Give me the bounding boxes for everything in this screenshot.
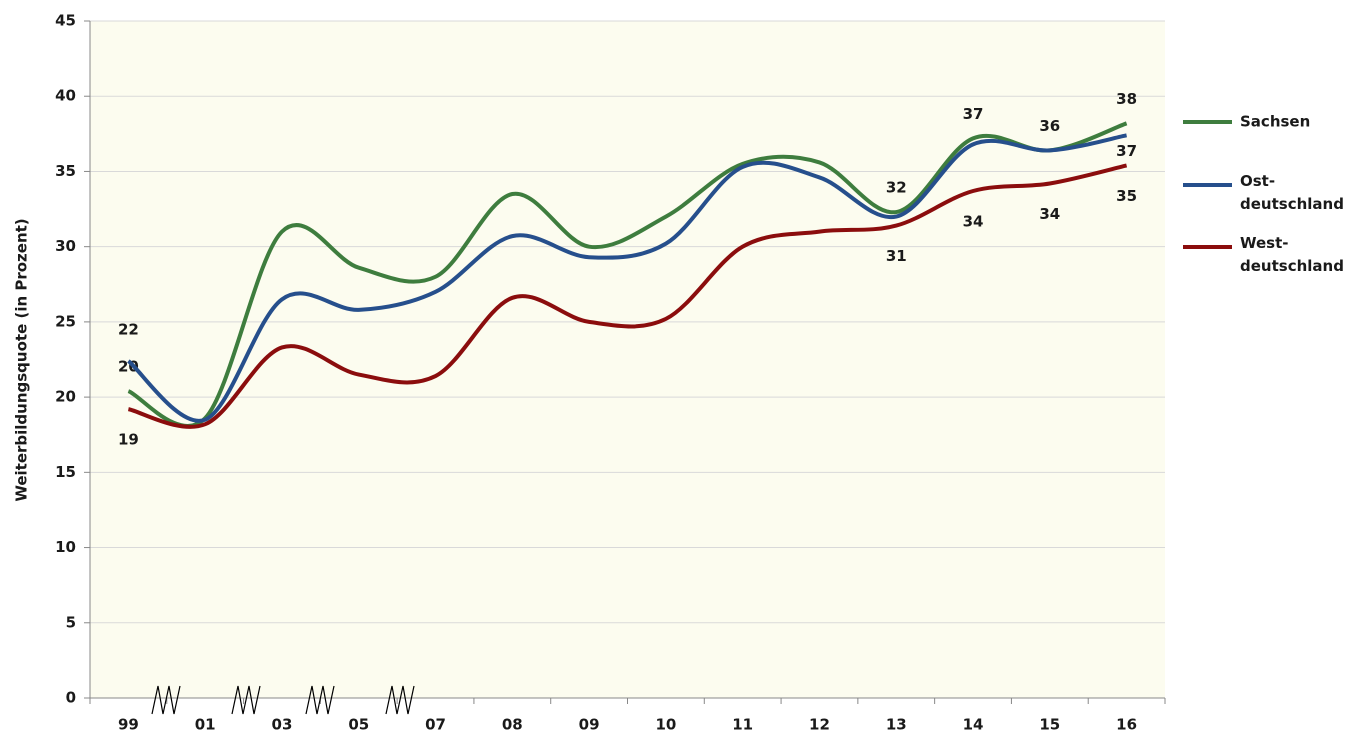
- y-tick-label: 5: [66, 613, 76, 631]
- legend-label: West-deutschland: [1240, 234, 1344, 275]
- plot-area: [90, 21, 1165, 698]
- y-tick-label: 20: [55, 388, 76, 406]
- y-tick-label: 30: [55, 237, 76, 255]
- y-tick-label: 25: [55, 312, 76, 330]
- y-tick-label: 35: [55, 162, 76, 180]
- data-label: 34: [963, 213, 984, 231]
- y-tick-label: 0: [66, 689, 76, 707]
- x-tick-label: 14: [963, 716, 984, 734]
- x-tick-label: 03: [272, 716, 293, 734]
- series-line: [127, 163, 1128, 429]
- data-label: 22: [118, 321, 139, 339]
- y-tick-label: 15: [55, 463, 76, 481]
- y-axis-label: Weiterbildungsquote (in Prozent): [13, 218, 31, 501]
- legend-label-line: deutschland: [1240, 195, 1344, 213]
- y-tick-label: 45: [55, 12, 76, 30]
- legend-label: Ost-deutschland: [1240, 172, 1344, 213]
- x-tick-label: 01: [195, 716, 216, 734]
- x-tick-label: 11: [732, 716, 753, 734]
- x-tick-label: 13: [886, 716, 907, 734]
- x-tick-label: 12: [809, 716, 830, 734]
- data-label: 20: [118, 358, 139, 376]
- data-label: 38: [1116, 90, 1137, 108]
- data-label: 35: [1116, 187, 1137, 205]
- axis-breaks: [151, 685, 415, 715]
- data-label: 32: [886, 179, 907, 197]
- data-label: 37: [963, 105, 984, 123]
- x-tick-label: 16: [1116, 716, 1137, 734]
- y-tick-label: 10: [55, 538, 76, 556]
- legend-label-line: deutschland: [1240, 257, 1344, 275]
- y-tick-label: 40: [55, 87, 76, 105]
- data-label: 37: [1116, 142, 1137, 160]
- legend-label: Sachsen: [1240, 113, 1310, 131]
- x-tick-label: 05: [348, 716, 369, 734]
- data-label: 19: [118, 431, 139, 449]
- x-tick-label: 10: [655, 716, 676, 734]
- x-tick-label: 09: [579, 716, 600, 734]
- x-tick-label: 99: [118, 716, 139, 734]
- series-line: [127, 121, 1128, 428]
- series-line: [127, 133, 1127, 423]
- data-label: 31: [886, 247, 907, 265]
- x-tick-label: 08: [502, 716, 523, 734]
- x-tick-label: 15: [1039, 716, 1060, 734]
- data-label: 34: [1039, 205, 1060, 223]
- legend-label-line: Ost-: [1240, 172, 1275, 190]
- x-tick-label: 07: [425, 716, 446, 734]
- legend-label-line: West-: [1240, 234, 1289, 252]
- data-label: 36: [1039, 117, 1060, 135]
